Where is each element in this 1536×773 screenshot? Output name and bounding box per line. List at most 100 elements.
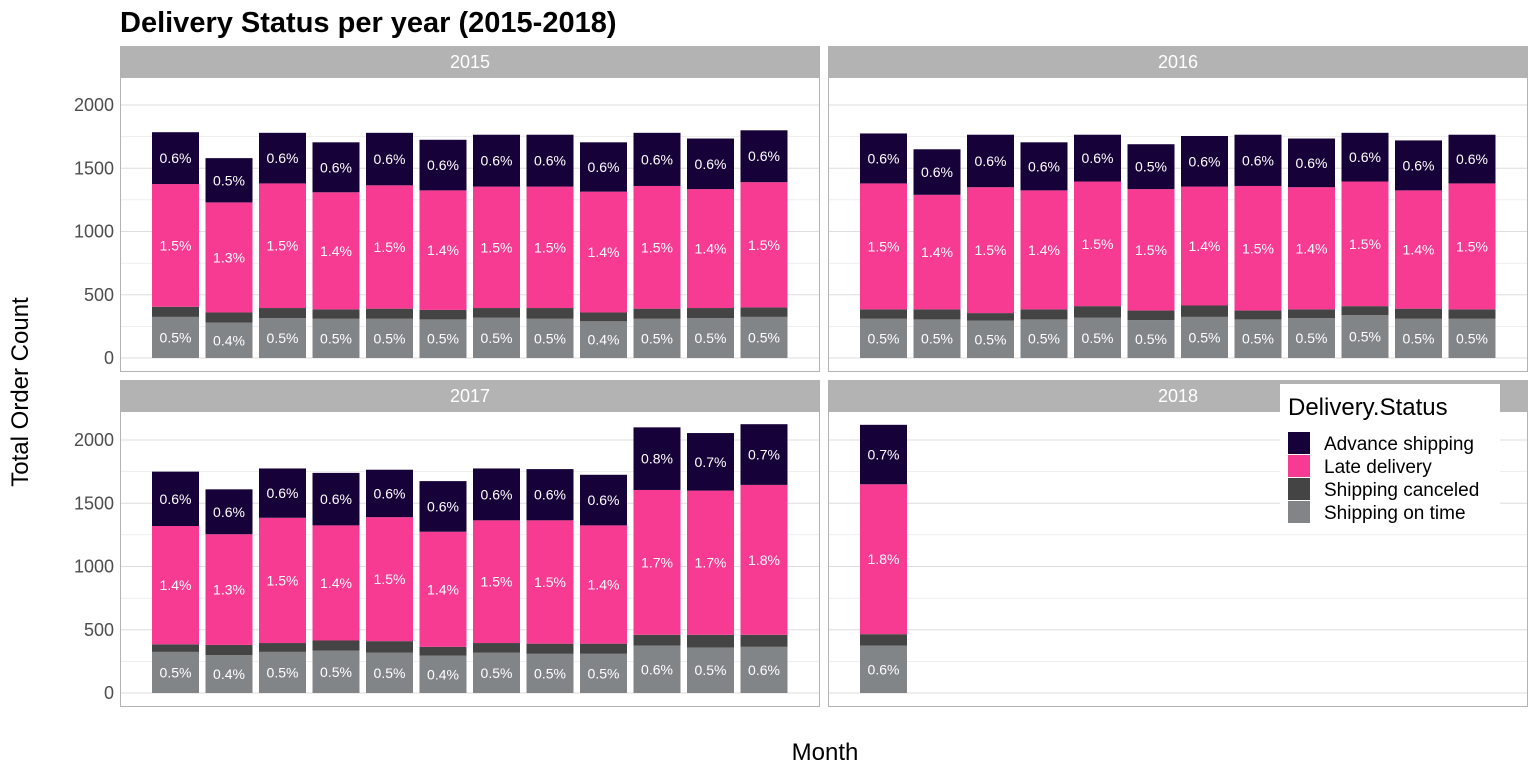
- bar-segment-advance-shipping: [152, 132, 199, 185]
- bar-label-shipping-on-time: 0.5%: [534, 330, 566, 346]
- bar-label-advance-shipping: 0.6%: [748, 148, 780, 164]
- bar-segment-shipping-canceled: [419, 646, 467, 656]
- bar-segment-shipping-on-time: [1020, 319, 1068, 358]
- bar-segment-advance-shipping: [1127, 144, 1175, 190]
- bar-label-shipping-on-time: 0.5%: [921, 331, 953, 347]
- bar-label-advance-shipping: 0.7%: [868, 447, 900, 463]
- bar-segment-advance-shipping: [259, 468, 306, 518]
- bar-stack: 0.6% 1.7% 0.8%: [633, 427, 681, 693]
- bar-segment-late-delivery: [580, 525, 627, 644]
- bar-segment-late-delivery: [740, 484, 788, 635]
- bar-segment-shipping-canceled: [312, 309, 360, 319]
- bar-stack: 0.5% 1.5% 0.6%: [1074, 134, 1121, 358]
- bar-label-late-delivery: 1.5%: [748, 237, 780, 253]
- bar-label-advance-shipping: 0.6%: [213, 504, 245, 520]
- bar-segment-late-delivery: [580, 191, 627, 313]
- bar-label-advance-shipping: 0.5%: [1135, 159, 1167, 175]
- bar-segment-advance-shipping: [366, 132, 413, 186]
- bar-segment-advance-shipping: [633, 132, 681, 186]
- bar-segment-shipping-on-time: [687, 318, 734, 358]
- bar-stack: 0.5% 1.4% 0.6%: [1395, 140, 1442, 358]
- bar-segment-shipping-on-time: [205, 322, 253, 358]
- bar-stack: 0.5% 1.5% 0.6%: [366, 469, 413, 693]
- panel-border: [120, 411, 820, 707]
- bar-segment-shipping-canceled: [526, 308, 574, 319]
- bar-segment-advance-shipping: [860, 424, 907, 485]
- bar-segment-shipping-on-time: [473, 317, 520, 358]
- bar-segment-shipping-on-time: [967, 320, 1014, 358]
- bar-label-advance-shipping: 0.6%: [1242, 152, 1274, 168]
- bar-segment-late-delivery: [967, 187, 1014, 314]
- bar-segment-late-delivery: [473, 520, 520, 644]
- bar-segment-advance-shipping: [366, 469, 413, 518]
- bar-label-advance-shipping: 0.6%: [1403, 157, 1435, 173]
- bar-label-advance-shipping: 0.6%: [534, 487, 566, 503]
- bar-label-late-delivery: 1.4%: [427, 581, 459, 597]
- bar-segment-late-delivery: [419, 531, 467, 647]
- bar-label-shipping-on-time: 0.5%: [641, 330, 673, 346]
- bar-segment-shipping-on-time: [473, 652, 520, 693]
- bar-label-shipping-on-time: 0.6%: [641, 661, 673, 677]
- bar-stack: 0.5% 1.5% 0.6%: [152, 132, 199, 358]
- bar-label-late-delivery: 1.7%: [695, 555, 727, 571]
- bar-segment-advance-shipping: [913, 149, 961, 195]
- legend-title: Delivery.Status: [1288, 394, 1448, 421]
- bar-segment-shipping-on-time: [419, 319, 467, 358]
- bar-label-advance-shipping: 0.6%: [588, 492, 620, 508]
- bar-label-shipping-on-time: 0.5%: [374, 330, 406, 346]
- bar-label-advance-shipping: 0.6%: [374, 485, 406, 501]
- bar-stack: 0.5% 1.5% 0.6%: [473, 468, 520, 693]
- bar-stack: 0.5% 1.5% 0.6%: [1234, 134, 1282, 358]
- bar-stack: 0.6% 1.8% 0.7%: [860, 424, 907, 693]
- bar-label-late-delivery: 1.7%: [641, 554, 673, 570]
- bar-label-advance-shipping: 0.6%: [374, 151, 406, 167]
- bar-segment-shipping-canceled: [259, 643, 306, 652]
- facet-strip-label: 2018: [1158, 386, 1198, 406]
- bar-segment-late-delivery: [259, 517, 306, 644]
- bar-segment-shipping-canceled: [526, 643, 574, 654]
- bar-segment-shipping-canceled: [205, 312, 253, 323]
- bar-segment-late-delivery: [205, 534, 253, 645]
- bar-segment-shipping-canceled: [1020, 309, 1068, 320]
- bar-label-shipping-on-time: 0.4%: [588, 332, 620, 348]
- bar-segment-shipping-on-time: [259, 318, 306, 358]
- bar-segment-shipping-canceled: [633, 308, 681, 319]
- bar-label-shipping-on-time: 0.5%: [1028, 331, 1060, 347]
- bar-stack: 0.5% 1.4% 0.6%: [1020, 142, 1068, 358]
- bar-label-advance-shipping: 0.6%: [320, 159, 352, 175]
- bar-label-late-delivery: 1.4%: [921, 244, 953, 260]
- bar-stack: 0.5% 1.5% 0.5%: [1127, 144, 1175, 358]
- bar-segment-shipping-canceled: [633, 634, 681, 646]
- bar-label-late-delivery: 1.4%: [1028, 242, 1060, 258]
- bar-segment-shipping-canceled: [967, 313, 1014, 321]
- bar-label-shipping-on-time: 0.5%: [1135, 331, 1167, 347]
- bar-label-advance-shipping: 0.6%: [1349, 149, 1381, 165]
- bar-label-late-delivery: 1.5%: [868, 238, 900, 254]
- facet-strip: [120, 46, 820, 77]
- bar-label-advance-shipping: 0.6%: [481, 153, 513, 169]
- y-tick-label: 1500: [74, 493, 114, 513]
- bar-label-late-delivery: 1.5%: [534, 574, 566, 590]
- bar-label-advance-shipping: 0.6%: [1082, 150, 1114, 166]
- bar-label-shipping-on-time: 0.5%: [1403, 330, 1435, 346]
- bar-segment-advance-shipping: [473, 468, 520, 521]
- bar-segment-late-delivery: [1288, 187, 1335, 310]
- legend-swatch-late-delivery: [1288, 455, 1310, 477]
- bar-label-late-delivery: 1.5%: [374, 239, 406, 255]
- bar-label-shipping-on-time: 0.5%: [374, 665, 406, 681]
- facet-panel-2017: 2017 0 500 1000 1500 2000 0.5% 1.4% 0.6% 0.4% 1.3%…: [74, 380, 820, 707]
- bar-segment-shipping-on-time: [205, 655, 253, 693]
- bar-segment-shipping-on-time: [152, 651, 199, 693]
- bar-label-late-delivery: 1.5%: [1135, 242, 1167, 258]
- bar-stack: 0.5% 1.5% 0.6%: [967, 134, 1014, 358]
- bar-label-late-delivery: 1.4%: [1189, 238, 1221, 254]
- bar-segment-late-delivery: [205, 202, 253, 313]
- bar-segment-shipping-on-time: [526, 653, 574, 693]
- bar-segment-late-delivery: [312, 525, 360, 641]
- bar-label-advance-shipping: 0.6%: [1456, 151, 1488, 167]
- bar-segment-shipping-on-time: [1074, 317, 1121, 358]
- panel-border: [828, 411, 1528, 707]
- bar-label-late-delivery: 1.5%: [481, 239, 513, 255]
- bar-stack: 0.5% 1.5% 0.6%: [526, 469, 574, 693]
- bar-segment-shipping-on-time: [1234, 319, 1282, 358]
